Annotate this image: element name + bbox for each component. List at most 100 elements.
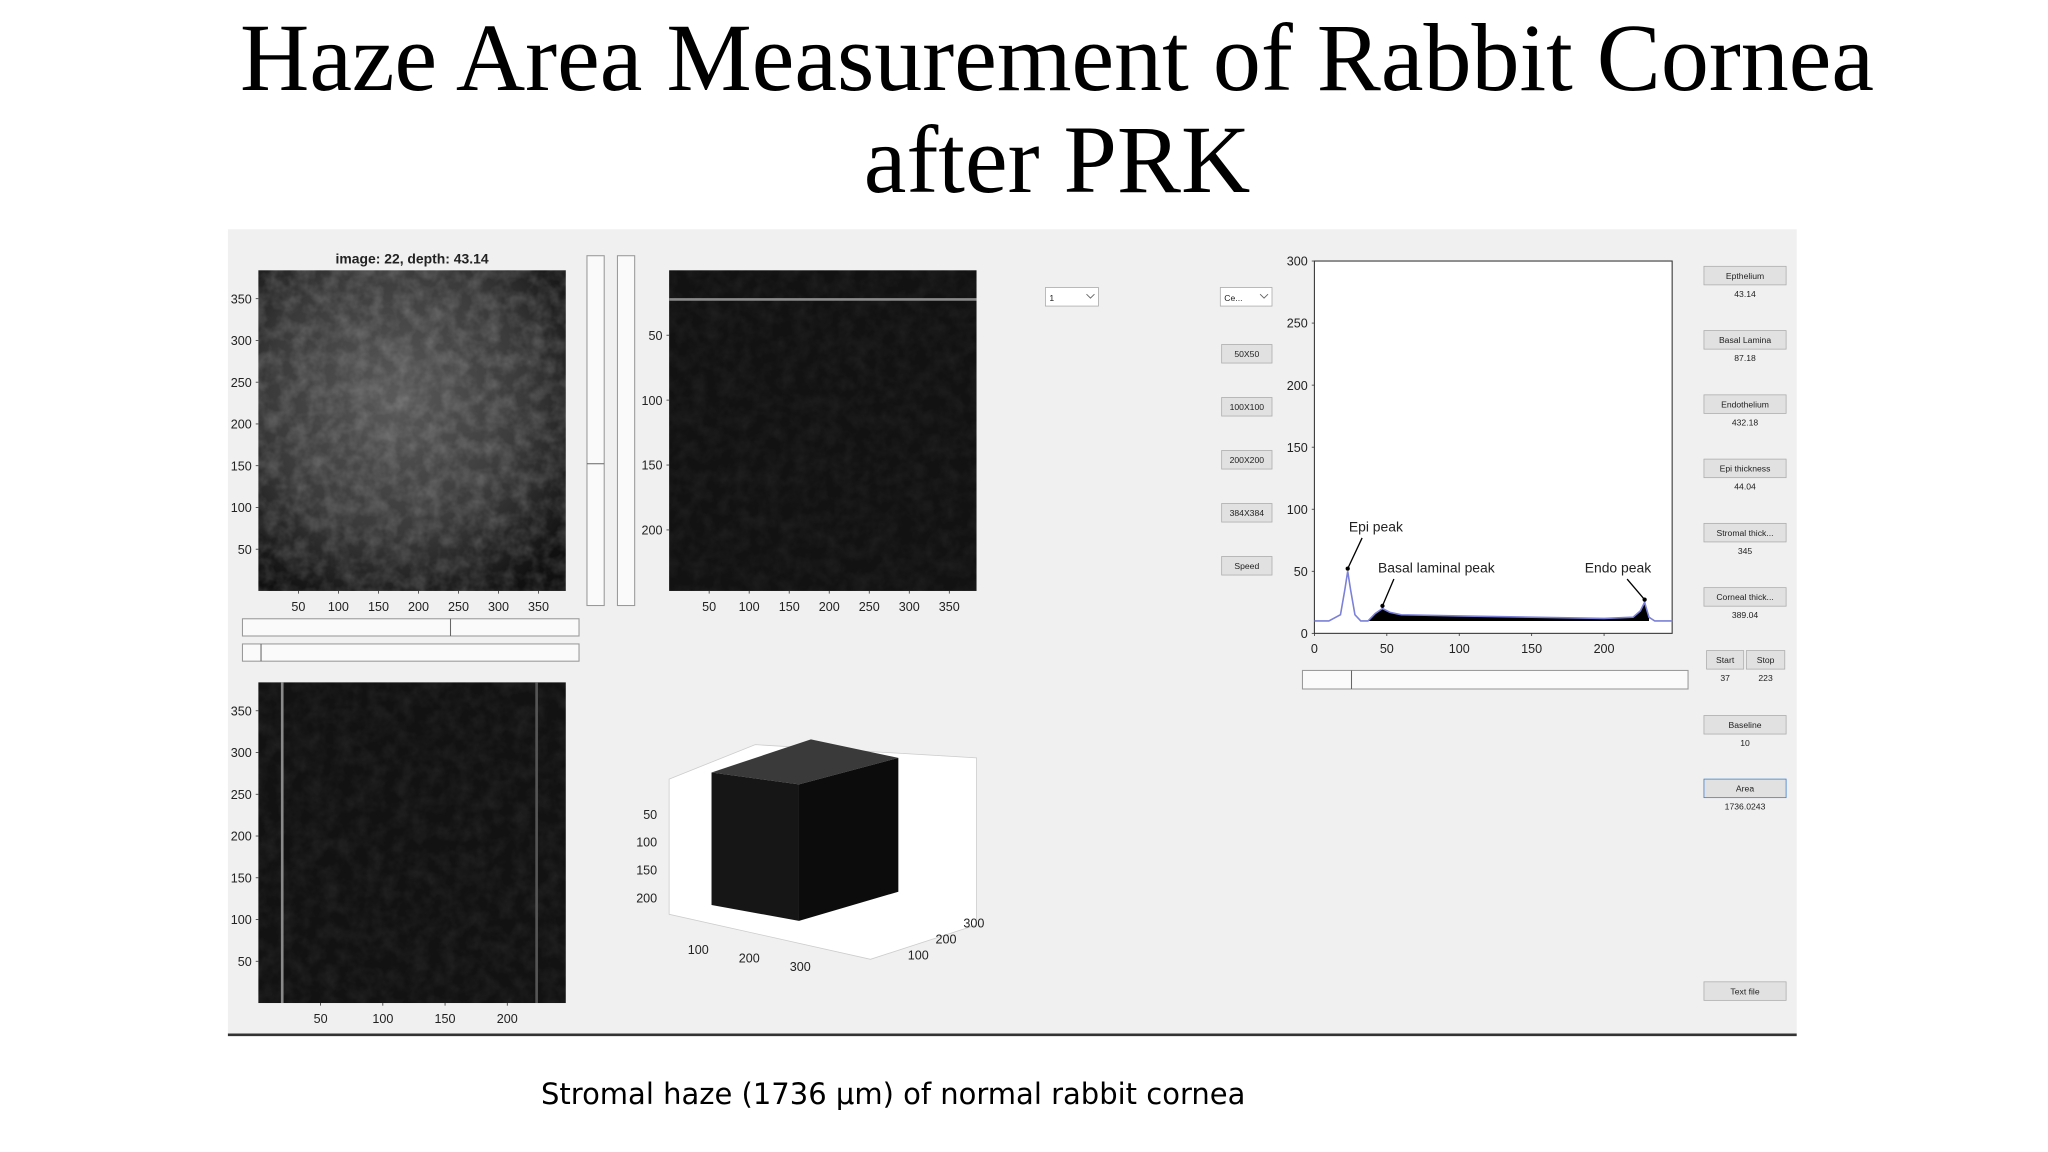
y-tick-label: 100	[231, 501, 252, 515]
button-box[interactable]	[1221, 503, 1273, 523]
button[interactable]: Text file	[1703, 981, 1787, 1001]
readout-button[interactable]: Area	[1703, 778, 1787, 799]
y-tick-label: 300	[231, 334, 252, 348]
readout-button-box[interactable]	[1703, 715, 1787, 735]
readout-button-label[interactable]: Area	[1736, 784, 1754, 794]
readout-button-box[interactable]	[1706, 650, 1745, 670]
image-title: image: 22, depth: 43.14	[336, 251, 489, 267]
readout-button-box[interactable]	[1703, 522, 1787, 543]
slide-title-line: after PRK	[864, 106, 1251, 213]
readout-value: 87.18	[1734, 353, 1756, 363]
y-tick-label: 300	[1287, 255, 1308, 269]
y-tick-label: 200	[231, 830, 252, 844]
button[interactable]: Speed	[1221, 556, 1273, 576]
readout-button-label[interactable]: Epi thickness	[1720, 464, 1771, 474]
side-texture	[669, 270, 977, 591]
button-label[interactable]: Speed	[1234, 561, 1259, 571]
button-box[interactable]	[1221, 397, 1273, 417]
y-tick-label: 100	[1287, 503, 1308, 517]
readout-button-label[interactable]: Baseline	[1729, 720, 1762, 730]
readout-button-label[interactable]: Endothelium	[1721, 399, 1769, 409]
readout-button[interactable]: Stop	[1745, 650, 1786, 670]
readout-button[interactable]: Basal Lamina	[1703, 330, 1787, 350]
x-tick-label: 100	[688, 943, 709, 957]
x-tick-label: 100	[372, 1012, 393, 1026]
profile-line	[1314, 571, 1673, 622]
readout-button[interactable]: Stromal thick...	[1703, 522, 1787, 543]
x-tick-label: 200	[819, 600, 840, 614]
dropdown[interactable]: 1	[1045, 287, 1099, 307]
x-tick-label: 50	[291, 600, 305, 614]
readout-button-label[interactable]: Start	[1716, 655, 1735, 665]
caption: Stromal haze (1736 μm) of normal rabbit …	[541, 1077, 1245, 1111]
readout-button-box[interactable]	[1703, 265, 1787, 286]
x-tick-label: 150	[435, 1012, 456, 1026]
horizontal-slider[interactable]	[241, 643, 580, 662]
x-tick-label: 150	[779, 600, 800, 614]
y-tick-label: 100	[908, 948, 929, 962]
readout-button-box[interactable]	[1703, 458, 1787, 479]
y-tick-label: 150	[642, 459, 663, 473]
dropdown-box[interactable]	[1219, 287, 1273, 307]
readout-button[interactable]: Baseline	[1703, 715, 1787, 735]
readout-value: 345	[1738, 546, 1753, 556]
annotation-arrow	[1381, 578, 1395, 607]
x-tick-label: 0	[1311, 642, 1318, 656]
profile-slider[interactable]	[1301, 669, 1689, 690]
readout-button-label[interactable]: Basal Lamina	[1719, 335, 1771, 345]
button[interactable]: 384X384	[1221, 503, 1273, 523]
x-tick-label: 350	[939, 600, 960, 614]
button-box[interactable]	[1221, 556, 1273, 576]
z-tick-label: 100	[636, 836, 657, 850]
dropdown-box[interactable]	[1045, 287, 1099, 307]
front-texture	[258, 682, 566, 1004]
readout-value: 43.14	[1734, 289, 1756, 299]
readout-value: 389.04	[1732, 610, 1759, 620]
readout-value: 37	[1720, 673, 1730, 683]
x-tick-label: 200	[408, 600, 429, 614]
readout-button[interactable]: Epi thickness	[1703, 458, 1787, 479]
readout-button[interactable]: Epthelium	[1703, 265, 1787, 286]
dropdown[interactable]: Ce...	[1219, 287, 1273, 307]
button[interactable]: 50X50	[1221, 344, 1273, 364]
slide-title-line: Haze Area Measurement of Rabbit Cornea	[240, 4, 1874, 111]
readout-button[interactable]: Corneal thick...	[1703, 587, 1787, 607]
readout-value: 223	[1758, 673, 1773, 683]
dropdown-value[interactable]: 1	[1049, 293, 1054, 303]
x-tick-label: 100	[328, 600, 349, 614]
dropdown-arrow[interactable]	[1086, 293, 1095, 299]
readout-button-box[interactable]	[1745, 650, 1786, 670]
y-tick-label: 150	[1287, 441, 1308, 455]
readout-button-label[interactable]: Corneal thick...	[1716, 592, 1773, 602]
vertical-slider[interactable]	[616, 255, 636, 607]
button-label[interactable]: 384X384	[1230, 508, 1265, 518]
readout-button-label[interactable]: Epthelium	[1726, 271, 1764, 281]
annotation: Endo peak	[1585, 559, 1652, 575]
annotation-arrow	[1626, 578, 1646, 601]
button[interactable]: 100X100	[1221, 397, 1273, 417]
button-label[interactable]: 100X100	[1230, 402, 1265, 412]
readout-button-box[interactable]	[1703, 394, 1787, 414]
vertical-slider[interactable]	[586, 255, 605, 607]
button[interactable]: 200X200	[1221, 450, 1273, 470]
readout-button-box[interactable]	[1703, 330, 1787, 350]
readout-button-label[interactable]: Stop	[1757, 655, 1775, 665]
readout-button-label[interactable]: Stromal thick...	[1717, 528, 1774, 538]
readout-button[interactable]: Endothelium	[1703, 394, 1787, 414]
button-box[interactable]	[1703, 981, 1787, 1001]
dropdown-arrow[interactable]	[1259, 293, 1269, 299]
button-box[interactable]	[1221, 344, 1273, 364]
button-label[interactable]: 50X50	[1234, 349, 1259, 359]
dropdown-value[interactable]: Ce...	[1224, 293, 1242, 303]
readout-button-box[interactable]	[1703, 778, 1787, 799]
button-label[interactable]: 200X200	[1230, 455, 1265, 465]
button-label[interactable]: Text file	[1730, 986, 1759, 996]
x-tick-label: 50	[702, 600, 716, 614]
button-box[interactable]	[1221, 450, 1273, 470]
y-tick-label: 200	[231, 418, 252, 432]
readout-button[interactable]: Start	[1706, 650, 1745, 670]
readout-button-box[interactable]	[1703, 587, 1787, 607]
image-texture	[258, 270, 566, 591]
y-tick-label: 150	[231, 871, 252, 885]
horizontal-slider[interactable]	[241, 618, 580, 637]
